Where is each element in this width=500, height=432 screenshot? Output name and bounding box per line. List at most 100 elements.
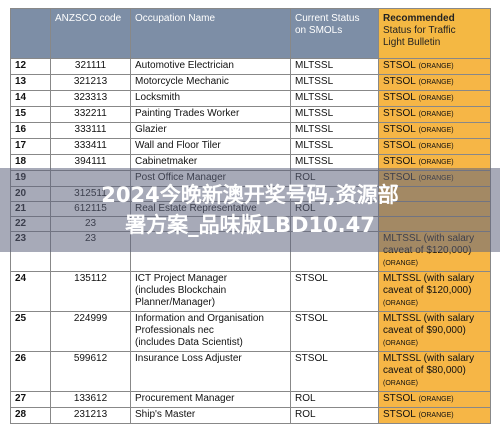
cell: 599612 (50, 351, 131, 392)
name-line: Wall and Floor Tiler (135, 140, 221, 151)
cell: Wall and Floor Tiler (130, 138, 291, 155)
name-line: Glazier (135, 124, 167, 135)
cell: Ship's Master (130, 407, 291, 424)
rec-line: STSOL (383, 92, 416, 103)
rec-line: STSOL (383, 60, 416, 71)
cell: 12 (10, 58, 51, 75)
cell: ROL (290, 391, 379, 408)
name-line: (includes Data Scientist) (135, 337, 243, 348)
row: 25 224999 Information and Organisation Prof… (10, 311, 491, 352)
cell: STSOL (ORANGE) (378, 391, 491, 408)
rec-line: STSOL (383, 156, 416, 167)
row: 12 321111 Automotive Electrician MLTSSL STSO… (10, 58, 491, 75)
row: 26 599612 Insurance Loss Adjuster STSOL MLTS… (10, 351, 491, 392)
name-line: Procurement Manager (135, 393, 235, 404)
cell: MLTSSL (290, 106, 379, 123)
cell: STSOL (290, 351, 379, 392)
rec-note: (ORANGE) (383, 340, 418, 347)
header-cell: Occupation Name (130, 8, 291, 59)
row: 16 333111 Glazier MLTSSL STSOL (ORANGE) (10, 122, 491, 139)
cell: 333111 (50, 122, 131, 139)
header-cell: Current Status on SMOLs (290, 8, 379, 59)
cell: 28 (10, 407, 51, 424)
rec-line: MLTSSL (with salary (383, 353, 475, 364)
cell: 25 (10, 311, 51, 352)
rec-line: STSOL (383, 124, 416, 135)
cell: MLTSSL (with salary caveat of $90,000) (OR… (378, 311, 491, 352)
name-line: Information and Organisation (135, 313, 264, 324)
rec-line: caveat of $120,000) (383, 285, 472, 296)
name-line: ICT Project Manager (135, 273, 228, 284)
cell: STSOL (ORANGE) (378, 138, 491, 155)
row: 18 394111 Cabinetmaker MLTSSL STSOL (ORANGE) (10, 154, 491, 171)
cell: 231213 (50, 407, 131, 424)
header-cell (10, 8, 51, 59)
rec-line: STSOL (383, 409, 416, 420)
cell: 133612 (50, 391, 131, 408)
overlay-line: 署方案_品味版LBD10.47 (125, 213, 375, 237)
rec-note: (ORANGE) (418, 412, 454, 419)
cell: 321213 (50, 74, 131, 91)
cell: ICT Project Manager (includes Blockchain P… (130, 271, 291, 312)
rec-line: STSOL (383, 393, 416, 404)
cell: 24 (10, 271, 51, 312)
name-line: Motorcycle Mechanic (135, 76, 229, 87)
name-line: Planner/Manager) (135, 297, 216, 308)
rec-note: (ORANGE) (383, 300, 418, 307)
cell: 323313 (50, 90, 131, 107)
name-line: Ship's Master (135, 409, 196, 420)
row: 14 323313 Locksmith MLTSSL STSOL (ORANGE) (10, 90, 491, 107)
cell: 332211 (50, 106, 131, 123)
header-line: on SMOLs (295, 25, 343, 36)
row: 17 333411 Wall and Floor Tiler MLTSSL STSOL … (10, 138, 491, 155)
cell: Glazier (130, 122, 291, 139)
rec-note: (ORANGE) (418, 159, 454, 166)
cell: MLTSSL (with salary caveat of $80,000) (OR… (378, 351, 491, 392)
cell: 16 (10, 122, 51, 139)
row: 28 231213 Ship's Master ROL STSOL (ORANGE) (10, 407, 491, 424)
row: 27 133612 Procurement Manager ROL STSOL (ORA… (10, 391, 491, 408)
cell: STSOL (ORANGE) (378, 74, 491, 91)
rec-note: (ORANGE) (418, 111, 454, 118)
name-line: Painting Trades Worker (135, 108, 240, 119)
header-line: Status for Traffic (383, 25, 456, 36)
header-cell: ANZSCO code (50, 8, 131, 59)
cell: STSOL (ORANGE) (378, 154, 491, 171)
row: 24 135112 ICT Project Manager (includes Blo… (10, 271, 491, 312)
cell: 17 (10, 138, 51, 155)
cell: Locksmith (130, 90, 291, 107)
header-row: ANZSCO code Occupation Name Current Stat… (10, 8, 491, 59)
cell: ROL (290, 407, 379, 424)
cell: MLTSSL (290, 74, 379, 91)
rec-line: caveat of $80,000) (383, 365, 466, 376)
cell: 333411 (50, 138, 131, 155)
row: 15 332211 Painting Trades Worker MLTSSL STSO… (10, 106, 491, 123)
name-line: Automotive Electrician (135, 60, 234, 71)
cell: Automotive Electrician (130, 58, 291, 75)
cell: STSOL (ORANGE) (378, 58, 491, 75)
cell: 27 (10, 391, 51, 408)
cell: Painting Trades Worker (130, 106, 291, 123)
rec-line: MLTSSL (with salary (383, 313, 475, 324)
rec-line: STSOL (383, 76, 416, 87)
cell: MLTSSL (290, 58, 379, 75)
rec-line: STSOL (383, 108, 416, 119)
overlay-line: 2024今晚新澳开奖号码,资源部 (101, 183, 399, 207)
cell: STSOL (ORANGE) (378, 407, 491, 424)
cell: Information and Organisation Professional… (130, 311, 291, 352)
cell: STSOL (290, 311, 379, 352)
rec-note: (ORANGE) (383, 380, 418, 387)
rec-line: STSOL (383, 140, 416, 151)
cell: 135112 (50, 271, 131, 312)
rec-note: (ORANGE) (418, 143, 454, 150)
name-line: Cabinetmaker (135, 156, 198, 167)
header-line: Current Status (295, 13, 360, 24)
rec-note: (ORANGE) (383, 260, 418, 267)
cell: Motorcycle Mechanic (130, 74, 291, 91)
cell: 14 (10, 90, 51, 107)
rec-line: MLTSSL (with salary (383, 273, 475, 284)
cell: MLTSSL (290, 90, 379, 107)
rec-note: (ORANGE) (418, 95, 454, 102)
